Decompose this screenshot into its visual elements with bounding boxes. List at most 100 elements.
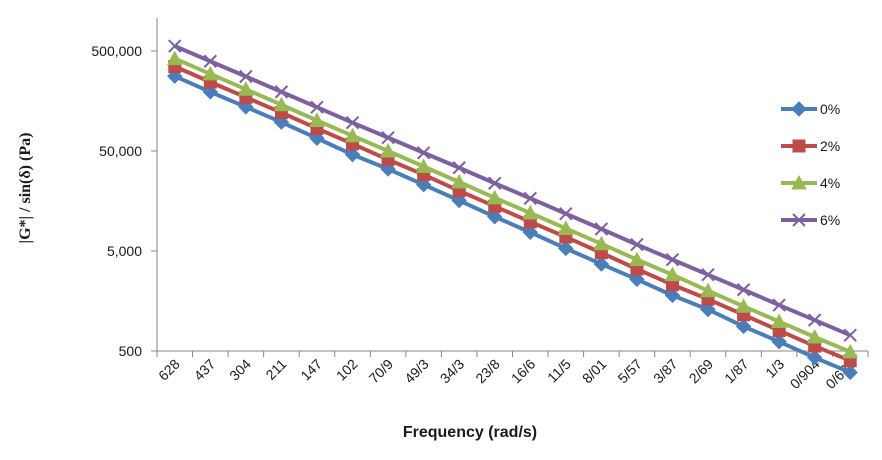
series-line	[173, 44, 852, 338]
data-point	[771, 333, 787, 350]
data-point	[735, 318, 752, 335]
legend-item: 6%	[781, 212, 840, 228]
data-point	[273, 96, 290, 112]
x-tick-label: 8/01	[579, 356, 610, 387]
data-point	[415, 158, 432, 173]
x-tick-label: 49/3	[401, 356, 432, 387]
series-3	[168, 39, 857, 342]
data-point	[735, 298, 752, 313]
data-point	[593, 256, 610, 272]
data-point	[238, 81, 254, 96]
x-axis-label: Frequency (rad/s)	[403, 424, 537, 441]
data-point	[665, 252, 680, 267]
data-point	[558, 240, 574, 257]
series-1	[168, 59, 857, 368]
data-point	[416, 146, 431, 160]
data-point	[344, 127, 361, 143]
x-axis-ticks: 628 437 304 211 147 102 70/9 49/3 34/3 23/8 16/6 11…	[155, 351, 869, 392]
legend-label: 2%	[820, 138, 840, 154]
data-point	[629, 271, 645, 288]
y-tick-label: 500,000	[91, 43, 142, 59]
data-point	[629, 251, 645, 267]
x-tick-label: 16/6	[508, 356, 539, 387]
legend-item: 2%	[781, 138, 840, 154]
data-point	[664, 266, 681, 282]
legend: 0% 2% 4% 6%	[781, 101, 840, 228]
x-tick-label: 102	[333, 356, 361, 384]
legend-marker	[791, 101, 807, 117]
series-group	[166, 39, 859, 381]
x-tick-label: 147	[297, 356, 325, 384]
x-tick-label: 211	[262, 356, 289, 383]
data-point	[593, 235, 610, 251]
data-point	[344, 146, 361, 163]
data-point	[630, 237, 644, 252]
x-tick-label: 5/57	[614, 356, 645, 387]
axes	[156, 18, 868, 352]
legend-marker	[792, 139, 806, 153]
data-point	[700, 282, 716, 298]
data-point	[771, 313, 787, 329]
data-point	[806, 349, 823, 366]
y-axis-ticks: 500 5,000 50,000 500,000	[91, 43, 157, 359]
data-point	[701, 267, 715, 282]
x-tick-label: 304	[226, 356, 254, 384]
data-point	[451, 173, 468, 189]
data-point	[523, 191, 537, 206]
data-point	[806, 328, 823, 344]
data-point	[557, 220, 574, 235]
data-point	[559, 207, 573, 221]
x-tick-label: 2/69	[686, 356, 717, 387]
data-point	[310, 100, 324, 114]
x-tick-label: 23/8	[472, 356, 503, 387]
x-tick-label: 3/87	[650, 356, 681, 387]
x-tick-label: 11/5	[544, 356, 574, 386]
series-line	[173, 56, 851, 354]
y-tick-label: 50,000	[99, 143, 142, 159]
data-point	[807, 313, 822, 327]
x-tick-label: 1/3	[762, 356, 787, 381]
data-point	[166, 50, 183, 66]
data-point	[522, 204, 539, 220]
series-0	[167, 68, 858, 381]
legend-item: 4%	[781, 174, 840, 191]
data-point	[380, 142, 396, 158]
data-point	[700, 301, 716, 318]
data-point	[486, 189, 503, 205]
x-tick-label: 628	[155, 356, 183, 384]
data-point	[381, 130, 395, 145]
data-point	[415, 177, 432, 193]
data-point	[842, 343, 859, 359]
data-point	[309, 112, 325, 127]
legend-marker	[791, 174, 807, 190]
data-point	[522, 224, 538, 240]
data-point	[274, 85, 289, 99]
data-point	[843, 328, 857, 342]
legend-label: 4%	[820, 175, 840, 191]
series-line	[173, 74, 851, 375]
y-axis-label: |G*| / sin(δ) (Pa)	[17, 133, 34, 244]
data-point	[203, 54, 218, 68]
x-tick-label: 437	[191, 356, 219, 384]
y-tick-label: 500	[119, 343, 143, 359]
legend-item: 0%	[781, 101, 840, 117]
data-point	[452, 161, 466, 175]
data-point	[488, 176, 502, 190]
data-point	[487, 209, 503, 225]
legend-marker	[792, 213, 806, 227]
data-point	[772, 298, 786, 312]
x-tick-label: 70/9	[366, 356, 397, 387]
data-point	[345, 115, 360, 130]
y-tick-label: 5,000	[107, 243, 142, 259]
data-point	[664, 287, 681, 304]
legend-label: 0%	[820, 101, 840, 117]
data-point	[842, 364, 858, 381]
legend-label: 6%	[820, 212, 840, 228]
data-point	[239, 69, 253, 84]
data-point	[202, 65, 219, 81]
x-tick-label: 1/87	[721, 356, 752, 387]
data-point	[736, 283, 751, 297]
series-2	[166, 50, 859, 359]
data-point	[168, 39, 182, 53]
